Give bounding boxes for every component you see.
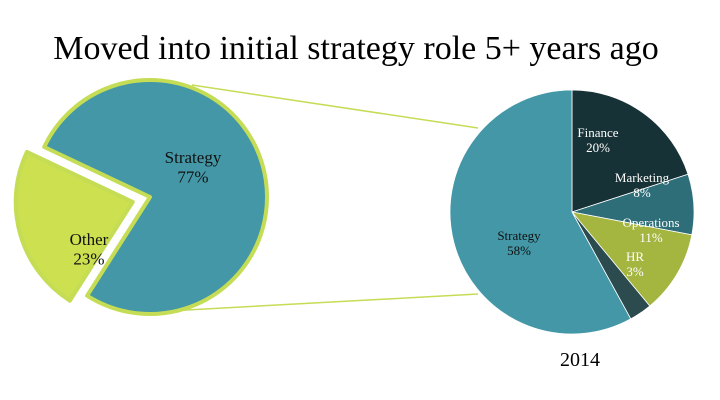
left-pie-chart: Strategy 77% Other 23%	[13, 78, 269, 316]
right-pie-label-finance: Finance 20%	[577, 125, 618, 155]
connector-line-bottom	[149, 293, 479, 313]
right-pie-label-marketing: Marketing 8%	[615, 170, 670, 200]
left-pie-slice-other	[13, 149, 135, 303]
chart-title: Moved into initial strategy role 5+ year…	[53, 30, 659, 67]
left-pie-label-strategy: Strategy 77%	[165, 148, 222, 187]
left-pie-slice-strategy	[42, 78, 269, 316]
connector-line-top	[191, 84, 479, 129]
right-pie-caption: 2014	[560, 349, 600, 371]
right-pie-slice-finance	[571, 89, 689, 213]
left-pie-label-other: Other 23%	[70, 230, 109, 269]
right-pie-label-hr: HR 3%	[626, 249, 644, 279]
right-pie-slice-operations	[570, 211, 693, 307]
right-pie-slice-strategy	[449, 89, 632, 335]
right-pie-chart: Finance 20% Marketing 8% Operations 11% HR 3% St…	[449, 89, 695, 335]
right-pie-label-operations: Operations 11%	[622, 215, 679, 245]
right-pie-label-strategy: Strategy 58%	[497, 228, 541, 258]
